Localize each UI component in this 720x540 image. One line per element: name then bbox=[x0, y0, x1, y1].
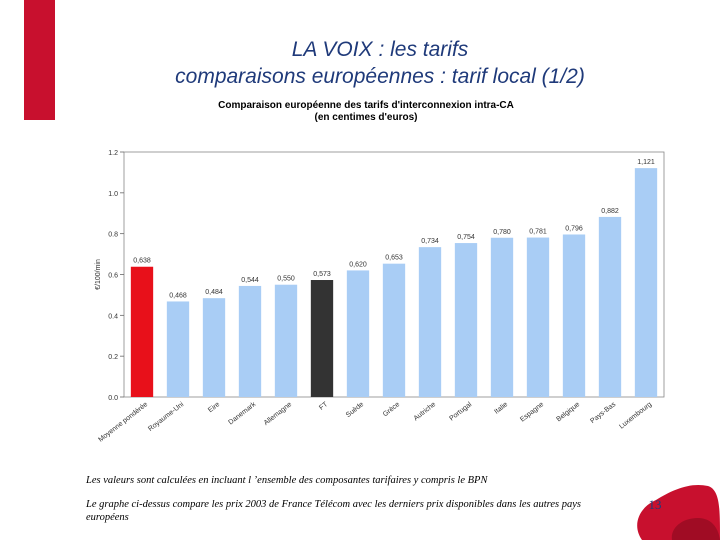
y-tick-label: 1.2 bbox=[108, 150, 118, 157]
data-label: 0,796 bbox=[565, 225, 583, 232]
data-label: 0,754 bbox=[457, 234, 475, 241]
category-label: Suède bbox=[345, 401, 365, 419]
y-tick-label: 0.4 bbox=[108, 313, 118, 320]
data-label: 0,544 bbox=[241, 277, 259, 284]
category-label: Royaume-Uni bbox=[147, 401, 185, 433]
bar bbox=[598, 216, 622, 397]
category-label: Espagne bbox=[519, 401, 545, 424]
category-label: Allemagne bbox=[263, 401, 293, 427]
category-label: Belgique bbox=[555, 401, 581, 423]
category-label: Eire bbox=[207, 401, 221, 414]
data-label: 0,780 bbox=[493, 229, 511, 236]
accent-bar bbox=[24, 0, 55, 120]
data-label: 0,653 bbox=[385, 255, 403, 262]
footnote-2: Le graphe ci-dessus compare les prix 200… bbox=[86, 499, 581, 523]
bar bbox=[130, 266, 154, 397]
y-tick-label: 1.0 bbox=[108, 191, 118, 198]
bar bbox=[238, 285, 262, 397]
y-tick-label: 0.0 bbox=[108, 395, 118, 402]
bar bbox=[490, 237, 514, 397]
chart-title-line1: Comparaison européenne des tarifs d'inte… bbox=[218, 100, 514, 111]
bar bbox=[526, 237, 550, 397]
data-label: 0,638 bbox=[133, 258, 151, 265]
slide-title-line2: comparaisons européennes : tarif local (… bbox=[175, 65, 585, 88]
chart-container: Comparaison européenne des tarifs d'inte… bbox=[86, 100, 682, 470]
bar bbox=[202, 298, 226, 397]
y-tick-label: 0.2 bbox=[108, 354, 118, 361]
data-label: 0,781 bbox=[529, 229, 547, 236]
bar bbox=[454, 243, 478, 397]
category-label: Portugal bbox=[448, 401, 473, 423]
bar bbox=[382, 263, 406, 397]
category-label: Autriche bbox=[413, 401, 438, 422]
data-label: 0,734 bbox=[421, 238, 439, 245]
bar bbox=[274, 284, 298, 397]
page-number: 13 bbox=[648, 497, 662, 512]
category-label: Italie bbox=[493, 401, 509, 416]
data-label: 0,550 bbox=[277, 276, 295, 283]
bar-chart: 0.0 0.2 0.4 0.6 0.8 1.0 1.2 €/100/min 0,638 Moyen… bbox=[95, 150, 665, 444]
category-label: Moyenne pondérée bbox=[97, 401, 149, 444]
data-label: 0,882 bbox=[601, 208, 619, 215]
footnote-1: Les valeurs sont calculées en incluant l… bbox=[86, 475, 488, 486]
bar bbox=[418, 247, 442, 397]
data-label: 0,573 bbox=[313, 271, 331, 278]
bar bbox=[562, 234, 586, 397]
red-decoration bbox=[637, 484, 720, 540]
y-tick-label: 0.8 bbox=[108, 232, 118, 239]
data-label: 1,121 bbox=[637, 159, 655, 166]
category-label: Grèce bbox=[382, 401, 401, 418]
data-label: 0,620 bbox=[349, 261, 367, 268]
chart-title: Comparaison européenne des tarifs d'inte… bbox=[86, 100, 646, 124]
slide-title: LA VOIX : les tarifs comparaisons europé… bbox=[60, 36, 700, 90]
data-label: 0,468 bbox=[169, 292, 187, 299]
category-label: Danemark bbox=[227, 401, 257, 427]
category-label: Pays-Bas bbox=[589, 401, 617, 425]
bar bbox=[634, 168, 658, 397]
data-label: 0,484 bbox=[205, 289, 223, 296]
bar bbox=[310, 280, 334, 397]
bar bbox=[346, 270, 370, 397]
slide-title-line1: LA VOIX : les tarifs bbox=[291, 38, 469, 61]
category-label: Luxembourg bbox=[618, 401, 653, 431]
y-tick-label: 0.6 bbox=[108, 273, 118, 280]
chart-title-line2: (en centimes d'euros) bbox=[314, 112, 418, 123]
category-label: FT bbox=[318, 401, 330, 412]
bar bbox=[166, 301, 190, 397]
y-axis-label: €/100/min bbox=[95, 259, 102, 290]
